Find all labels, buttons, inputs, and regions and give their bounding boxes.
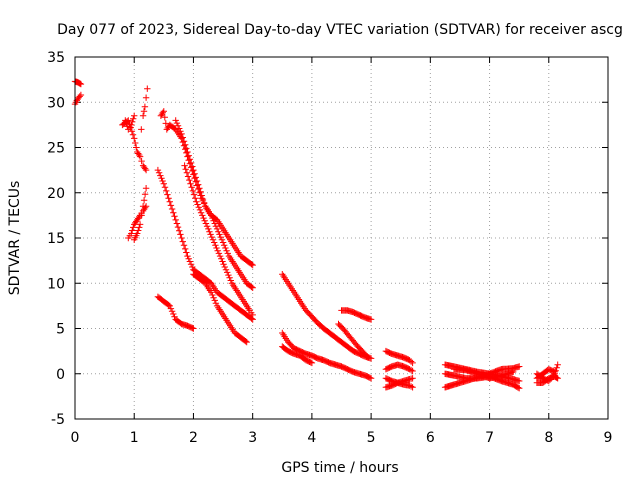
series-s20 [382, 361, 416, 375]
chart-title: Day 077 of 2023, Sidereal Day-to-day VTE… [57, 22, 623, 38]
series-s5 [138, 85, 151, 133]
y-axis-label: SDTVAR / TECUs [7, 181, 23, 296]
data-point-markers [338, 307, 375, 323]
x-tick-label: 1 [130, 430, 139, 446]
data-point-markers [382, 375, 416, 391]
data-point-markers [172, 117, 256, 291]
y-tick-label: 25 [47, 141, 65, 157]
data-point-markers [154, 166, 256, 323]
series-s18 [338, 307, 375, 323]
series-s10 [181, 162, 256, 319]
x-tick-label: 7 [485, 430, 494, 446]
series-s22 [382, 375, 416, 391]
grid-lines [75, 57, 608, 419]
data-point-markers [131, 185, 150, 243]
series-s12 [190, 271, 250, 346]
data-point-markers [450, 366, 517, 382]
series-s11 [154, 166, 256, 323]
plot-frame [74, 56, 609, 420]
y-tick-label: 10 [47, 276, 65, 292]
data-point-markers [382, 347, 416, 367]
y-tick-label: 15 [47, 231, 65, 247]
data-point-markers [154, 293, 197, 332]
data-point-markers [71, 78, 85, 88]
series-s13 [154, 293, 197, 332]
series-s14 [279, 271, 375, 362]
series-s8 [157, 108, 256, 269]
data-point-markers [122, 112, 138, 133]
data-point-markers [157, 108, 256, 269]
data-point-markers [335, 320, 372, 361]
y-tick-label: 0 [56, 367, 65, 383]
series-s9 [172, 117, 256, 291]
y-tick-label: 35 [47, 50, 65, 66]
data-point-markers [181, 162, 256, 319]
series-s2 [71, 91, 85, 108]
axis-ticks: 0 1 2 3 4 5 6 7 8 9 -5 0 5 10 15 20 25 30 35 [47, 50, 612, 446]
data-point-markers [533, 366, 558, 382]
y-tick-label: 20 [47, 186, 65, 202]
x-tick-label: 2 [189, 430, 198, 446]
x-tick-label: 3 [248, 430, 257, 446]
series-s4 [122, 112, 138, 133]
series-s29 [533, 366, 558, 382]
series-s15 [279, 329, 375, 382]
data-point-markers [71, 91, 85, 108]
y-tick-label: 5 [56, 322, 65, 338]
series-s28 [533, 373, 561, 386]
series-s1 [71, 78, 85, 88]
data-point-markers [138, 85, 151, 133]
x-tick-label: 0 [71, 430, 80, 446]
series-s19 [382, 347, 416, 367]
x-tick-label: 9 [604, 430, 613, 446]
data-point-markers [190, 271, 250, 346]
data-point-markers [279, 343, 316, 367]
data-series [71, 78, 561, 392]
x-axis-label: GPS time / hours [281, 460, 398, 476]
series-s16 [279, 343, 316, 367]
data-point-markers [382, 361, 416, 375]
y-tick-label: -5 [51, 412, 65, 428]
x-tick-label: 5 [367, 430, 376, 446]
x-tick-label: 6 [426, 430, 435, 446]
series-s17 [335, 320, 372, 361]
series-s26 [450, 366, 517, 382]
x-tick-label: 8 [544, 430, 553, 446]
data-point-markers [279, 329, 375, 382]
data-point-markers [533, 373, 561, 386]
x-tick-label: 4 [307, 430, 316, 446]
series-s7 [131, 185, 150, 243]
data-point-markers [279, 271, 375, 362]
y-tick-label: 30 [47, 95, 65, 111]
